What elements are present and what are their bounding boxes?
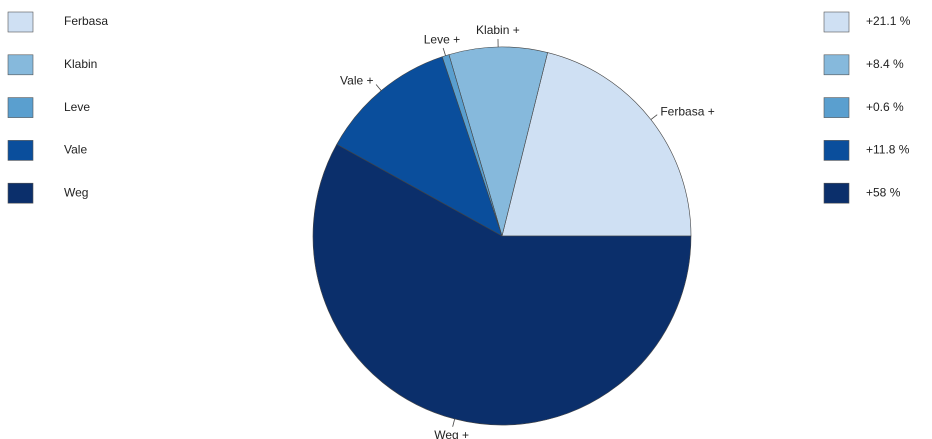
- legend-swatch: [7, 140, 34, 161]
- value-swatch: [823, 182, 850, 204]
- legend-label: Weg: [64, 185, 88, 199]
- value-swatch: [823, 97, 850, 118]
- leader-line: [375, 84, 382, 91]
- slice-label: Klabin +: [476, 23, 520, 37]
- value-label: +21.1 %: [866, 14, 911, 28]
- slice-label: Weg +: [434, 428, 469, 439]
- legend-label: Ferbasa: [64, 14, 108, 28]
- slice-label: Vale +: [340, 74, 373, 88]
- legend-swatch: [7, 54, 34, 76]
- value-label: +0.6 %: [866, 100, 904, 114]
- pie-slice: [501, 52, 692, 237]
- slice-label: Leve +: [424, 32, 460, 46]
- value-label: +58 %: [866, 185, 901, 199]
- value-swatch: [823, 54, 850, 76]
- legend-swatch: [7, 97, 34, 118]
- leader-line: [650, 114, 658, 120]
- legend-label: Klabin: [64, 57, 97, 71]
- legend-swatch: [7, 182, 34, 204]
- legend-label: Vale: [64, 143, 87, 157]
- value-swatch: [823, 140, 850, 161]
- pie-slice: [336, 56, 503, 237]
- value-label: +11.8 %: [866, 143, 910, 157]
- value-swatch: [823, 11, 850, 33]
- leader-line: [452, 418, 456, 427]
- value-label: +8.4 %: [866, 57, 904, 71]
- legend-swatch: [7, 11, 34, 33]
- slice-label: Ferbasa +: [660, 104, 714, 118]
- pie-slice: [312, 143, 692, 426]
- leader-line: [442, 47, 446, 56]
- legend-label: Leve: [64, 100, 90, 114]
- pie-slice: [448, 46, 548, 238]
